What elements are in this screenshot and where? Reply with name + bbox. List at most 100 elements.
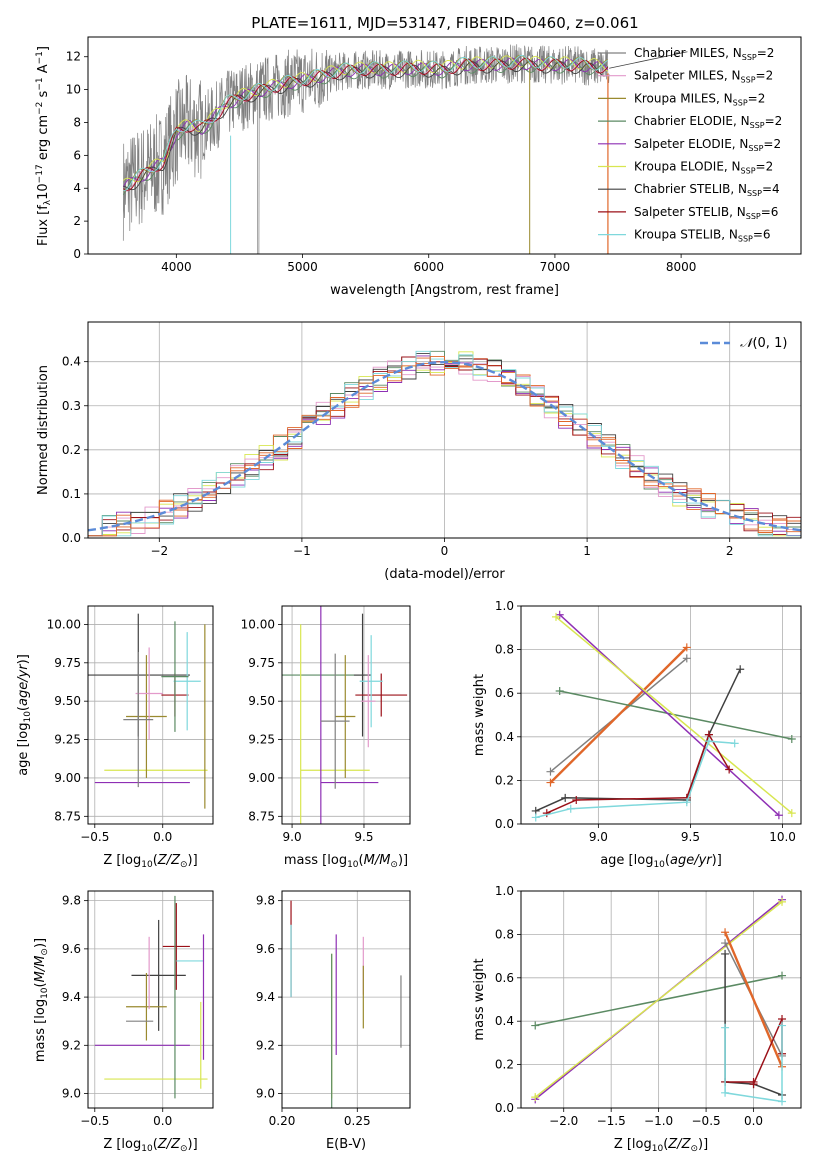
y-tick-label: 9.8 bbox=[256, 894, 275, 908]
x-tick-label: 0.25 bbox=[344, 1114, 371, 1128]
y-axis-label: mass weight bbox=[472, 674, 487, 756]
axes-frame-weight_vs_age: 9.0 9.5 10.0 0.0 0.2 0.4 0.6 0.8 1.0 age [log10(a… bbox=[472, 599, 802, 870]
y-tick-label: 1.0 bbox=[495, 884, 514, 898]
y-tick-label: 0 bbox=[73, 247, 81, 261]
weight-marker bbox=[682, 643, 691, 652]
model-spectrum bbox=[123, 57, 609, 191]
axes-frame bbox=[87, 36, 802, 255]
weight-marker bbox=[787, 809, 796, 818]
y-tick-label: 9.00 bbox=[54, 771, 81, 785]
weight-marker bbox=[730, 739, 739, 748]
weight-marker bbox=[552, 612, 560, 621]
y-tick-label: 9.6 bbox=[62, 942, 81, 956]
legend-label: Chabrier STELIB, NSSP=4 bbox=[634, 182, 780, 198]
plot-area-age_vs_mass bbox=[282, 606, 408, 824]
x-tick-label: 1 bbox=[583, 544, 591, 558]
y-tick-label: 9.0 bbox=[62, 1087, 81, 1101]
weight-marker bbox=[561, 793, 570, 802]
y-tick-label: 9.2 bbox=[256, 1038, 275, 1052]
panel-mass_vs_Z: −0.5 0.0 9.0 9.2 9.4 9.6 9.8 Z [log10(Z/Z⊙)] mas… bbox=[33, 890, 214, 1154]
y-tick-label: 9.4 bbox=[256, 990, 275, 1004]
x-tick-label: 0 bbox=[441, 544, 449, 558]
weight-line bbox=[724, 1025, 783, 1103]
y-tick-label: 9.4 bbox=[62, 990, 81, 1004]
plot-area-mass_vs_Z bbox=[94, 895, 208, 1099]
weight-marker bbox=[531, 1021, 540, 1030]
weight-marker bbox=[721, 939, 730, 948]
weight-marker bbox=[531, 1093, 540, 1102]
x-axis-label: (data-model)/error bbox=[384, 567, 505, 582]
y-tick-label: 9.8 bbox=[62, 894, 81, 908]
y-tick-label: 0.1 bbox=[62, 487, 81, 501]
axes-frame-residuals: −2 −1 0 1 2 0.0 0.1 0.2 0.3 0.4 (data-model)/error… bbox=[36, 321, 802, 582]
weight-line bbox=[723, 931, 784, 1068]
y-tick-label: 9.50 bbox=[248, 694, 275, 708]
model-spectrum bbox=[123, 60, 609, 191]
y-tick-label: 12 bbox=[66, 50, 81, 64]
y-tick-label: 9.50 bbox=[54, 694, 81, 708]
y-tick-label: 0.6 bbox=[495, 971, 514, 985]
y-tick-label: 0.4 bbox=[62, 355, 81, 369]
x-tick-label: 0.0 bbox=[153, 830, 172, 844]
legend-label: Salpeter ELODIE, NSSP=2 bbox=[634, 137, 781, 153]
y-tick-label: 0.6 bbox=[495, 686, 514, 700]
y-axis-label: Normed distribution bbox=[36, 365, 51, 495]
weight-marker bbox=[555, 687, 564, 696]
weight-marker bbox=[566, 804, 575, 813]
x-tick-label: −1.0 bbox=[644, 1114, 673, 1128]
weight-marker bbox=[682, 654, 691, 663]
plot-area-spectrum bbox=[122, 44, 688, 254]
axes-frame-mass_vs_Z: −0.5 0.0 9.0 9.2 9.4 9.6 9.8 Z [log10(Z/Z⊙)] mas… bbox=[33, 890, 214, 1154]
axes-frame-age_vs_mass: 9.0 9.5 8.75 9.00 9.25 9.50 9.75 10.00 mass [log… bbox=[241, 605, 411, 870]
y-axis-label: mass weight bbox=[472, 958, 487, 1040]
weight-marker bbox=[542, 809, 551, 818]
weight-marker bbox=[787, 734, 796, 743]
axes-frame-mass_vs_ebv: 0.20 0.25 9.0 9.2 9.4 9.6 9.8 E(B-V) bbox=[256, 890, 411, 1152]
x-axis-label: Z [log10(Z/Z⊙)] bbox=[103, 1137, 197, 1154]
legend: Chabrier MILES, NSSP=2 Salpeter MILES, NS… bbox=[598, 46, 782, 244]
figure-title: PLATE=1611, MJD=53147, FIBERID=0460, z=0… bbox=[251, 14, 638, 32]
weight-marker bbox=[774, 811, 783, 820]
x-tick-label: 4000 bbox=[161, 260, 192, 274]
y-axis-label: age [log10(age/yr)] bbox=[16, 654, 33, 776]
model-spectrum bbox=[122, 59, 609, 195]
legend-label: Salpeter MILES, NSSP=2 bbox=[634, 69, 773, 85]
weight-marker bbox=[721, 949, 730, 958]
axes-frame-spectrum: 4000 5000 6000 7000 8000 0 2 4 6 8 10 12 wavelength … bbox=[35, 36, 802, 298]
weight-marker bbox=[721, 1023, 730, 1032]
plot-area-age_vs_Z bbox=[88, 613, 208, 809]
y-tick-label: 0.8 bbox=[495, 643, 514, 657]
x-tick-label: 6000 bbox=[413, 260, 444, 274]
y-tick-label: 0.2 bbox=[495, 773, 514, 787]
y-tick-label: 0.4 bbox=[495, 730, 514, 744]
x-tick-label: 2 bbox=[726, 544, 734, 558]
y-tick-label: 4 bbox=[73, 181, 81, 195]
plot-area-mass_vs_ebv bbox=[290, 900, 402, 1108]
x-axis-label: E(B-V) bbox=[326, 1137, 366, 1152]
weight-line bbox=[546, 732, 730, 814]
x-tick-label: −0.5 bbox=[692, 1114, 721, 1128]
y-axis-label: mass [log10(M/M⊙)] bbox=[33, 938, 50, 1062]
weight-marker bbox=[721, 928, 730, 937]
weight-marker bbox=[725, 765, 734, 774]
legend-label: Chabrier ELODIE, NSSP=2 bbox=[634, 114, 782, 130]
y-tick-label: 9.25 bbox=[248, 733, 275, 747]
weight-line bbox=[559, 690, 792, 740]
legend-label: Kroupa STELIB, NSSP=6 bbox=[634, 228, 771, 244]
weight-marker bbox=[721, 1088, 730, 1097]
weight-marker bbox=[778, 897, 787, 906]
axes-frame bbox=[520, 605, 802, 825]
weight-line bbox=[549, 646, 688, 784]
y-tick-label: 9.75 bbox=[248, 656, 275, 670]
y-tick-label: 10 bbox=[66, 83, 81, 97]
panel-residuals: −2 −1 0 1 2 0.0 0.1 0.2 0.3 0.4 (data-model)/error… bbox=[36, 321, 802, 582]
y-tick-label: 9.2 bbox=[62, 1038, 81, 1052]
weight-marker bbox=[736, 665, 745, 674]
x-tick-label: 9.0 bbox=[589, 830, 608, 844]
legend-label: Kroupa MILES, NSSP=2 bbox=[634, 91, 765, 107]
plot-area-residuals bbox=[88, 350, 801, 537]
x-tick-label: −0.5 bbox=[80, 1114, 109, 1128]
panel-age_vs_Z: −0.5 0.0 8.75 9.00 9.25 9.50 9.75 10.00 Z [log10… bbox=[16, 605, 214, 870]
weight-line bbox=[535, 974, 783, 1027]
weight-line bbox=[559, 614, 780, 816]
